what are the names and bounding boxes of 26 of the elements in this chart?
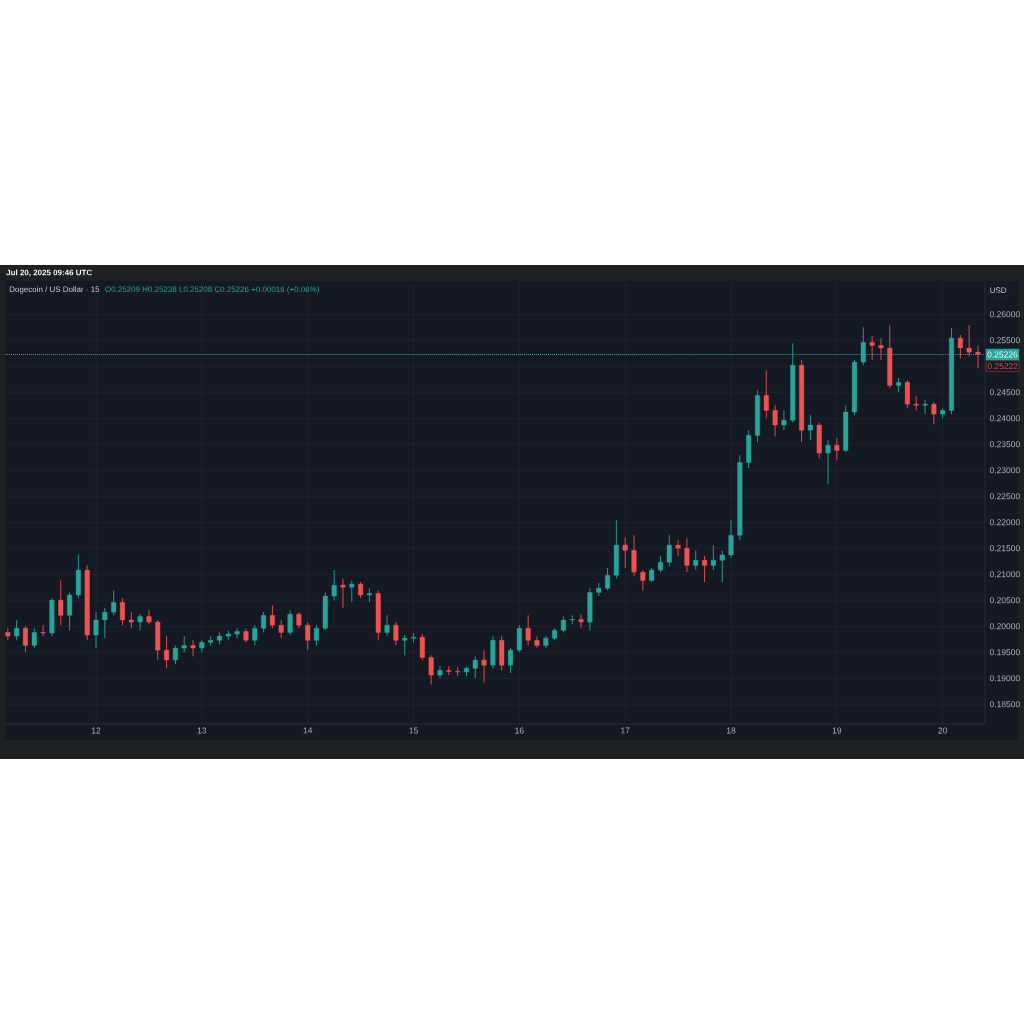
annotation: 0.25222 <box>987 363 1018 370</box>
y-tick-label: 0.24000 <box>989 415 1020 422</box>
y-tick-label: 0.22000 <box>989 519 1020 526</box>
y-tick-label: 0.23000 <box>989 467 1020 474</box>
x-tick-label: 18 <box>726 727 736 734</box>
y-tick-label: 0.22500 <box>989 493 1020 500</box>
x-tick-label: 19 <box>832 727 842 734</box>
y-tick-label: 0.20000 <box>989 623 1020 630</box>
y-tick-label: 0.24500 <box>989 389 1020 396</box>
x-tick-label: 17 <box>621 727 630 734</box>
x-tick-label: 12 <box>91 727 101 734</box>
ref-line-label: 0.25226 <box>987 351 1018 358</box>
x-tick-label: 14 <box>303 727 313 734</box>
x-tick-label: 16 <box>515 727 524 734</box>
y-tick-label: 0.20500 <box>989 597 1020 604</box>
y-tick-label: 0.19500 <box>989 649 1020 656</box>
y-tick-label: 0.19000 <box>989 675 1020 682</box>
y-tick-label: 0.25500 <box>989 337 1020 344</box>
x-tick-label: 20 <box>938 727 948 734</box>
y-tick-label: 0.18500 <box>989 701 1020 708</box>
y-tick-label: 0.21500 <box>989 545 1020 552</box>
x-tick-label: 13 <box>197 727 207 734</box>
y-tick-label: 0.26000 <box>989 311 1020 318</box>
x-tick-label: 15 <box>409 727 418 734</box>
y-tick-label: 0.21000 <box>989 571 1020 578</box>
y-tick-label: 0.23500 <box>989 441 1020 448</box>
